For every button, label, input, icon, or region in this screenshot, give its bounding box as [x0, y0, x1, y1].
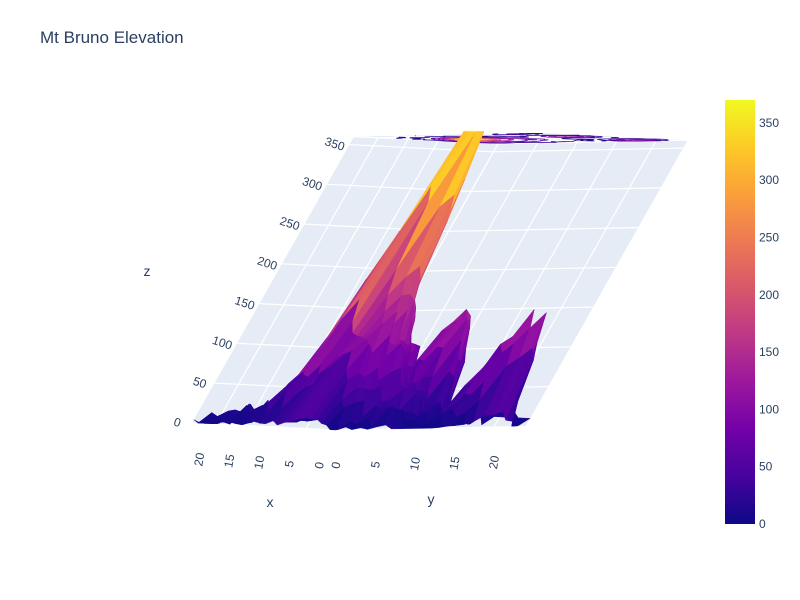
z-tick-label: 300: [301, 174, 325, 194]
grid-line-x: [245, 135, 598, 426]
x-axis-label: x: [267, 494, 274, 510]
colorbar-tick-label: 150: [759, 345, 779, 359]
z-tick-label: 350: [323, 134, 347, 154]
colorbar-tick-label: 250: [759, 231, 779, 245]
colorbar-tick-label: 100: [759, 402, 779, 416]
y-tick-label: 20: [486, 454, 502, 470]
z-tick-label: 0: [172, 415, 183, 430]
x-tick-label: 5: [282, 459, 297, 468]
colorbar-tick-label: 200: [759, 288, 779, 302]
colorbar-gradient: [725, 100, 755, 524]
z-tick-label: 250: [278, 214, 302, 234]
x-tick-label: 10: [251, 454, 267, 470]
y-tick-label: 0: [329, 460, 344, 469]
y-tick-label: 15: [447, 455, 463, 471]
y-tick-label: 5: [368, 460, 383, 469]
colorbar: 0 50 100 150 200 250 300 350: [725, 100, 779, 531]
x-tick-label: 20: [191, 451, 207, 467]
x-tick-label: 0: [312, 461, 327, 470]
surface-cell: [405, 419, 416, 429]
chart-title: Mt Bruno Elevation: [40, 28, 184, 47]
surface-cell: [510, 417, 531, 427]
z-tick-label: 50: [191, 374, 208, 392]
grid-line-x: [215, 133, 568, 425]
z-axis-label: z: [144, 263, 151, 279]
surface: [193, 130, 547, 431]
z-tick-label: 200: [256, 254, 280, 274]
colorbar-tick-label: 50: [759, 460, 773, 474]
colorbar-tick-label: 350: [759, 116, 779, 130]
y-axis-label: y: [428, 491, 435, 507]
z-tick-label: 100: [211, 333, 235, 353]
z-tick-label: 150: [233, 293, 257, 313]
y-tick-label: 10: [407, 456, 423, 472]
x-tick-label: 15: [221, 453, 237, 469]
colorbar-tick-label: 0: [759, 517, 766, 531]
colorbar-tick-label: 300: [759, 173, 779, 187]
